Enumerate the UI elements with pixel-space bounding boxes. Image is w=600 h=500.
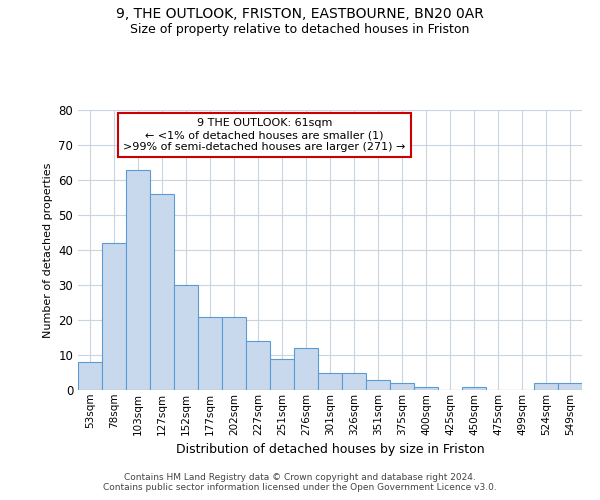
Bar — [366, 380, 390, 390]
Bar — [462, 386, 486, 390]
Text: 9 THE OUTLOOK: 61sqm
← <1% of detached houses are smaller (1)
>99% of semi-detac: 9 THE OUTLOOK: 61sqm ← <1% of detached h… — [123, 118, 406, 152]
Bar — [318, 372, 342, 390]
Bar — [390, 383, 414, 390]
Bar — [270, 358, 294, 390]
Bar — [294, 348, 318, 390]
Bar — [246, 341, 270, 390]
Text: Contains HM Land Registry data © Crown copyright and database right 2024.: Contains HM Land Registry data © Crown c… — [124, 472, 476, 482]
Bar — [558, 383, 582, 390]
Bar — [102, 243, 126, 390]
Bar — [342, 372, 366, 390]
Text: Distribution of detached houses by size in Friston: Distribution of detached houses by size … — [176, 442, 484, 456]
Bar — [150, 194, 174, 390]
Bar — [126, 170, 150, 390]
Bar — [534, 383, 558, 390]
Bar — [174, 285, 198, 390]
Bar — [198, 316, 222, 390]
Text: 9, THE OUTLOOK, FRISTON, EASTBOURNE, BN20 0AR: 9, THE OUTLOOK, FRISTON, EASTBOURNE, BN2… — [116, 8, 484, 22]
Y-axis label: Number of detached properties: Number of detached properties — [43, 162, 53, 338]
Text: Contains public sector information licensed under the Open Government Licence v3: Contains public sector information licen… — [103, 484, 497, 492]
Bar — [78, 362, 102, 390]
Text: Size of property relative to detached houses in Friston: Size of property relative to detached ho… — [130, 22, 470, 36]
Bar — [222, 316, 246, 390]
Bar — [414, 386, 438, 390]
